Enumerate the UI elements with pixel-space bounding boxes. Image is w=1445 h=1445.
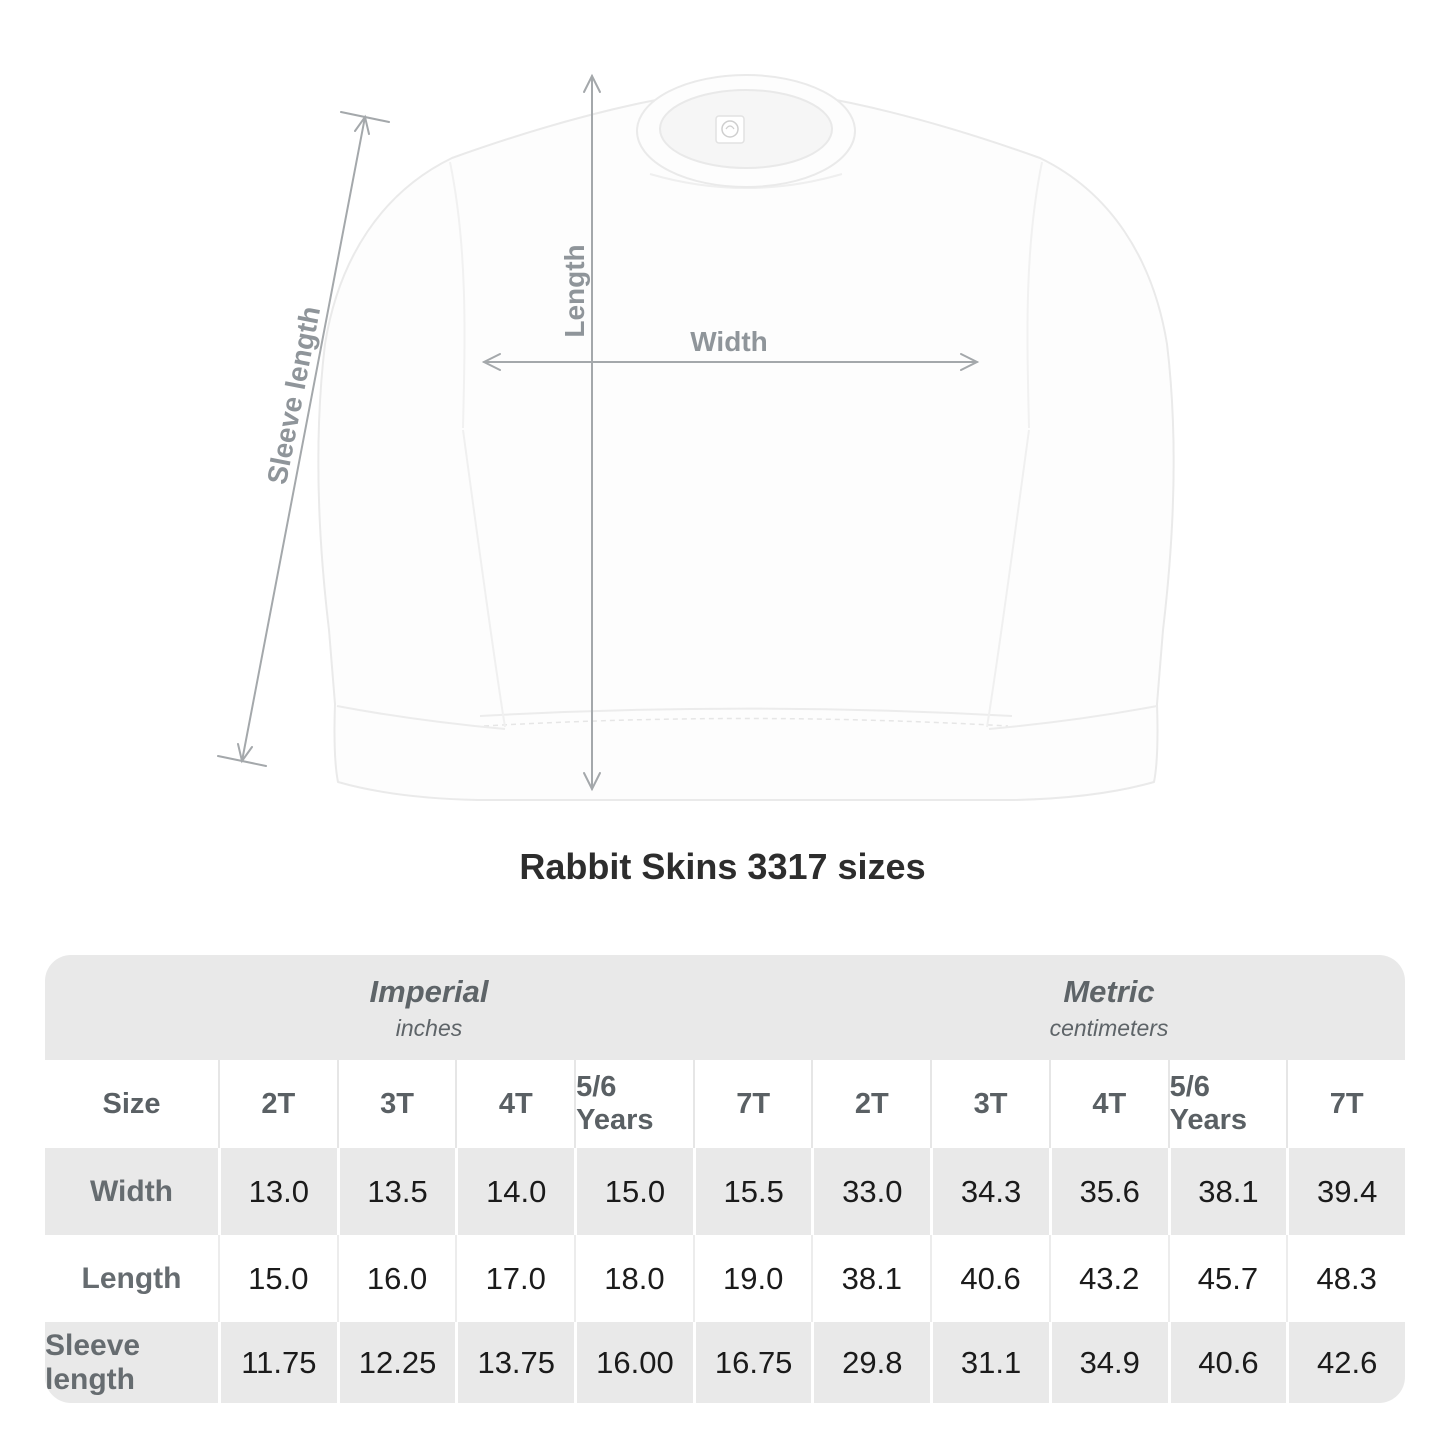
metric-unit: centimeters [1049, 1014, 1169, 1041]
value-cell: 15.0 [574, 1148, 693, 1235]
column-header-5-6-years: 5/6 Years [574, 1060, 693, 1148]
row-label: Width [89, 1174, 174, 1208]
left-armhole-seam [449, 161, 466, 429]
column-header-7t: 7T [1286, 1060, 1405, 1148]
value-cell: 16.00 [574, 1322, 693, 1403]
waistband-seam [479, 707, 1013, 717]
collar-inner [659, 89, 833, 169]
value-cell: 43.2 [1048, 1235, 1168, 1322]
sweatshirt-illustration [317, 74, 1175, 801]
value-cell: 42.6 [1286, 1322, 1405, 1403]
value-cell: 40.6 [1167, 1322, 1287, 1403]
size-header-cell: Size [102, 1087, 161, 1120]
size-chart-table: Imperial inches Metric centimeters Size … [45, 955, 1405, 1403]
unit-band: Imperial inches Metric centimeters [45, 955, 1405, 1060]
column-header-2t: 2T [218, 1060, 337, 1148]
value-cell: 14.0 [455, 1148, 574, 1235]
brand-neck-tag [715, 115, 745, 144]
value-cell: 48.3 [1286, 1235, 1405, 1322]
value-cell: 45.7 [1167, 1235, 1287, 1322]
column-header-4t: 4T [455, 1060, 574, 1148]
value-cell: 15.0 [218, 1235, 337, 1322]
left-sleeve-crease [462, 429, 506, 728]
left-cuff-seam [336, 705, 506, 730]
size-header-row: Size 2T 3T 4T 5/6 Years 7T 2T 3T 4T 5/6 Years 7T [45, 1060, 1405, 1148]
column-header-4t: 4T [1048, 1060, 1168, 1148]
column-header-7t: 7T [692, 1060, 812, 1148]
right-cuff-seam [988, 705, 1158, 730]
page-title: Rabbit Skins 3317 sizes [519, 846, 926, 887]
sweatshirt-body [317, 90, 1175, 801]
value-cell: 13.5 [336, 1148, 456, 1235]
column-header-5-6-years: 5/6 Years [1167, 1060, 1287, 1148]
width-arrow [481, 353, 980, 371]
value-cell: 34.3 [930, 1148, 1049, 1235]
value-cell: 34.9 [1048, 1322, 1168, 1403]
table-row: Width 13.0 13.5 14.0 15.0 15.5 33.0 34.3 35.6 38.… [45, 1148, 1405, 1235]
width-label: Width [690, 326, 768, 357]
right-armhole-seam [1026, 161, 1043, 429]
length-arrow [583, 73, 601, 792]
column-header-3t: 3T [930, 1060, 1049, 1148]
row-label: Length [81, 1261, 182, 1295]
value-cell: 31.1 [930, 1322, 1049, 1403]
value-cell: 16.0 [336, 1235, 456, 1322]
imperial-heading: Imperial [369, 973, 489, 1009]
column-header-2t: 2T [811, 1060, 930, 1148]
rabbit-logo-icon [721, 120, 739, 138]
unit-group-metric: Metric centimeters [813, 955, 1405, 1060]
sleeve-length-label: Sleeve length [261, 304, 326, 487]
right-sleeve-crease [986, 429, 1030, 728]
value-cell: 35.6 [1048, 1148, 1168, 1235]
value-cell: 39.4 [1286, 1148, 1405, 1235]
value-cell: 33.0 [811, 1148, 930, 1235]
value-cell: 40.6 [930, 1235, 1049, 1322]
sleeve-length-arrow [217, 111, 390, 767]
value-cell: 13.75 [455, 1322, 574, 1403]
table-row: Length 15.0 16.0 17.0 18.0 19.0 38.1 40.6 43.2 45… [45, 1235, 1405, 1322]
value-cell: 16.75 [692, 1322, 812, 1403]
column-header-3t: 3T [336, 1060, 456, 1148]
measurement-arrows [217, 73, 980, 792]
value-cell: 17.0 [455, 1235, 574, 1322]
value-cell: 38.1 [811, 1235, 930, 1322]
value-cell: 18.0 [574, 1235, 693, 1322]
unit-group-imperial: Imperial inches [45, 955, 813, 1060]
table-body: Width 13.0 13.5 14.0 15.0 15.5 33.0 34.3 35.6 38.… [45, 1148, 1405, 1403]
imperial-unit: inches [395, 1014, 463, 1041]
waistband-stitch [483, 717, 1009, 727]
value-cell: 12.25 [336, 1322, 456, 1403]
value-cell: 38.1 [1167, 1148, 1287, 1235]
garment-measurement-diagram: Sleeve length Length Width [217, 73, 1175, 801]
table-row: Sleeve length 11.75 12.25 13.75 16.00 16.75 29… [45, 1322, 1405, 1403]
value-cell: 19.0 [692, 1235, 812, 1322]
value-cell: 13.0 [218, 1148, 337, 1235]
value-cell: 15.5 [692, 1148, 812, 1235]
sleeve-arrow-bottom-tick [217, 755, 267, 767]
sleeve-arrow-top-tick [340, 111, 390, 123]
metric-heading: Metric [1063, 973, 1155, 1009]
value-cell: 29.8 [811, 1322, 930, 1403]
length-label: Length [559, 244, 590, 337]
value-cell: 11.75 [218, 1322, 337, 1403]
row-label: Sleeve length [45, 1328, 141, 1396]
